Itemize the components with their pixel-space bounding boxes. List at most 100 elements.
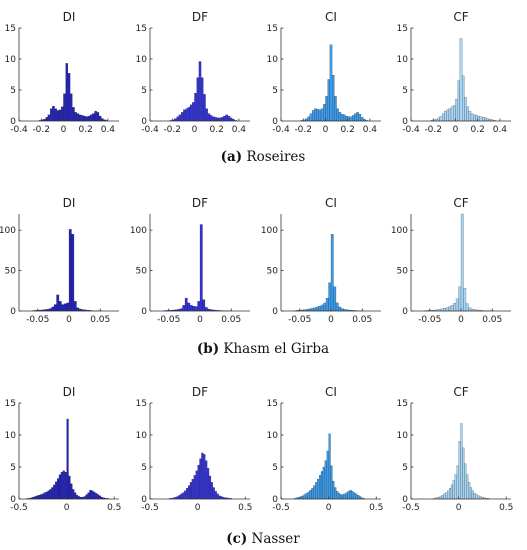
histogram-bar (180, 493, 183, 500)
histogram-bar (443, 308, 447, 312)
histogram-bar (301, 495, 304, 500)
y-tick-label: 100 (391, 226, 408, 236)
histogram-bar (450, 305, 454, 312)
histogram-bar (221, 117, 224, 122)
x-tick-label: -0.4 (141, 125, 159, 135)
histogram-bar (203, 454, 206, 500)
histogram-bar (462, 75, 465, 122)
y-tick-label: 10 (267, 55, 279, 65)
histogram-bar (468, 110, 472, 122)
histogram-bar (463, 288, 467, 312)
histogram-bar (324, 460, 327, 500)
histogram-bar (207, 468, 210, 500)
histogram-bar (205, 108, 208, 122)
histogram-bar (47, 114, 51, 122)
histogram-1-cf: CF -0.05 0 0.05 0 50 100 (391, 196, 511, 325)
histogram-bar (448, 108, 452, 122)
histogram-bar (358, 114, 362, 122)
histogram-bar (327, 79, 330, 122)
y-tick-label: 100 (0, 226, 16, 236)
histogram-bar (218, 117, 222, 122)
x-tick-label: 0.05 (90, 315, 110, 325)
histogram-bar (322, 466, 325, 500)
histogram-bar (336, 491, 339, 500)
histogram-0-cf: CF -0.4 -0.2 0 0.2 0.4 0 5 10 15 (397, 10, 511, 135)
histogram-bar (349, 489, 352, 500)
histogram-bar (357, 495, 360, 500)
histogram-bar (76, 113, 80, 122)
histogram-bar (229, 117, 233, 122)
histogram-bar (473, 493, 476, 500)
y-tick-label: 5 (402, 463, 408, 473)
histogram-bar (209, 115, 213, 122)
histogram-bar (92, 113, 95, 122)
histogram-bar (464, 463, 467, 500)
histogram-bar (456, 465, 459, 500)
histogram-bar (216, 493, 219, 500)
y-tick-label: 0 (272, 117, 278, 127)
x-tick-label: 0.2 (210, 125, 224, 135)
histogram-bar (465, 303, 469, 312)
caption-name: Nasser (247, 531, 300, 547)
y-tick-label: 5 (272, 86, 278, 96)
histogram-bar (332, 75, 335, 122)
histogram-bar (482, 117, 485, 122)
histogram-bar (43, 492, 46, 500)
y-tick-label: 0 (10, 495, 16, 505)
y-tick-label: 0 (402, 495, 408, 505)
histogram-bar (470, 113, 474, 122)
y-tick-label: 0 (10, 117, 16, 127)
histogram-bar (317, 479, 320, 500)
histogram-bar (182, 305, 186, 312)
histogram-bar (54, 108, 57, 122)
histogram-bar (315, 306, 319, 312)
histogram-bar (325, 96, 328, 122)
x-tick-label: 0.5 (499, 503, 513, 513)
histogram-bar (457, 80, 460, 122)
histogram-bar (455, 99, 458, 122)
histogram-bar (93, 491, 96, 500)
x-tick-label: 0.4 (363, 125, 378, 135)
histogram-bar (205, 460, 208, 500)
histogram-bar (323, 104, 326, 122)
histogram-bar (63, 93, 66, 122)
histogram-bar (53, 304, 57, 312)
histogram-bar (447, 490, 450, 500)
panel-title: DI (63, 196, 76, 210)
histogram-bar (194, 306, 198, 312)
y-tick-label: 50 (5, 267, 17, 277)
histogram-bar (193, 475, 196, 500)
histogram-bar (98, 495, 101, 500)
histogram-bar (184, 490, 187, 500)
histogram-bar (479, 116, 483, 122)
histogram-bar (218, 495, 221, 500)
y-tick-label: 5 (402, 86, 408, 96)
caption-letter: (b) (197, 341, 219, 357)
x-tick-label: -0.2 (424, 125, 442, 135)
histogram-bar (198, 61, 202, 122)
histogram-bar (484, 117, 487, 122)
x-tick-label: -0.4 (272, 125, 290, 135)
histogram-bar (319, 475, 322, 500)
histogram-bar (347, 491, 350, 500)
y-tick-label: 10 (267, 431, 279, 441)
x-tick-label: -0.2 (294, 125, 312, 135)
histogram-bar (320, 108, 324, 122)
x-tick-label: 0 (453, 125, 459, 135)
y-tick-label: 15 (397, 399, 408, 409)
subfigure-caption: (a) Roseires (221, 149, 306, 165)
histogram-bar (320, 471, 323, 500)
y-tick-label: 10 (136, 55, 148, 65)
histogram-bar (197, 464, 200, 500)
histogram-bar (53, 484, 56, 500)
histogram-bar (223, 115, 226, 122)
histogram-bar (464, 97, 467, 122)
histogram-bar (64, 472, 67, 500)
histogram-bar (314, 108, 317, 122)
histogram-bar (47, 490, 50, 500)
histogram-bar (204, 307, 208, 312)
histogram-bar (318, 306, 322, 312)
